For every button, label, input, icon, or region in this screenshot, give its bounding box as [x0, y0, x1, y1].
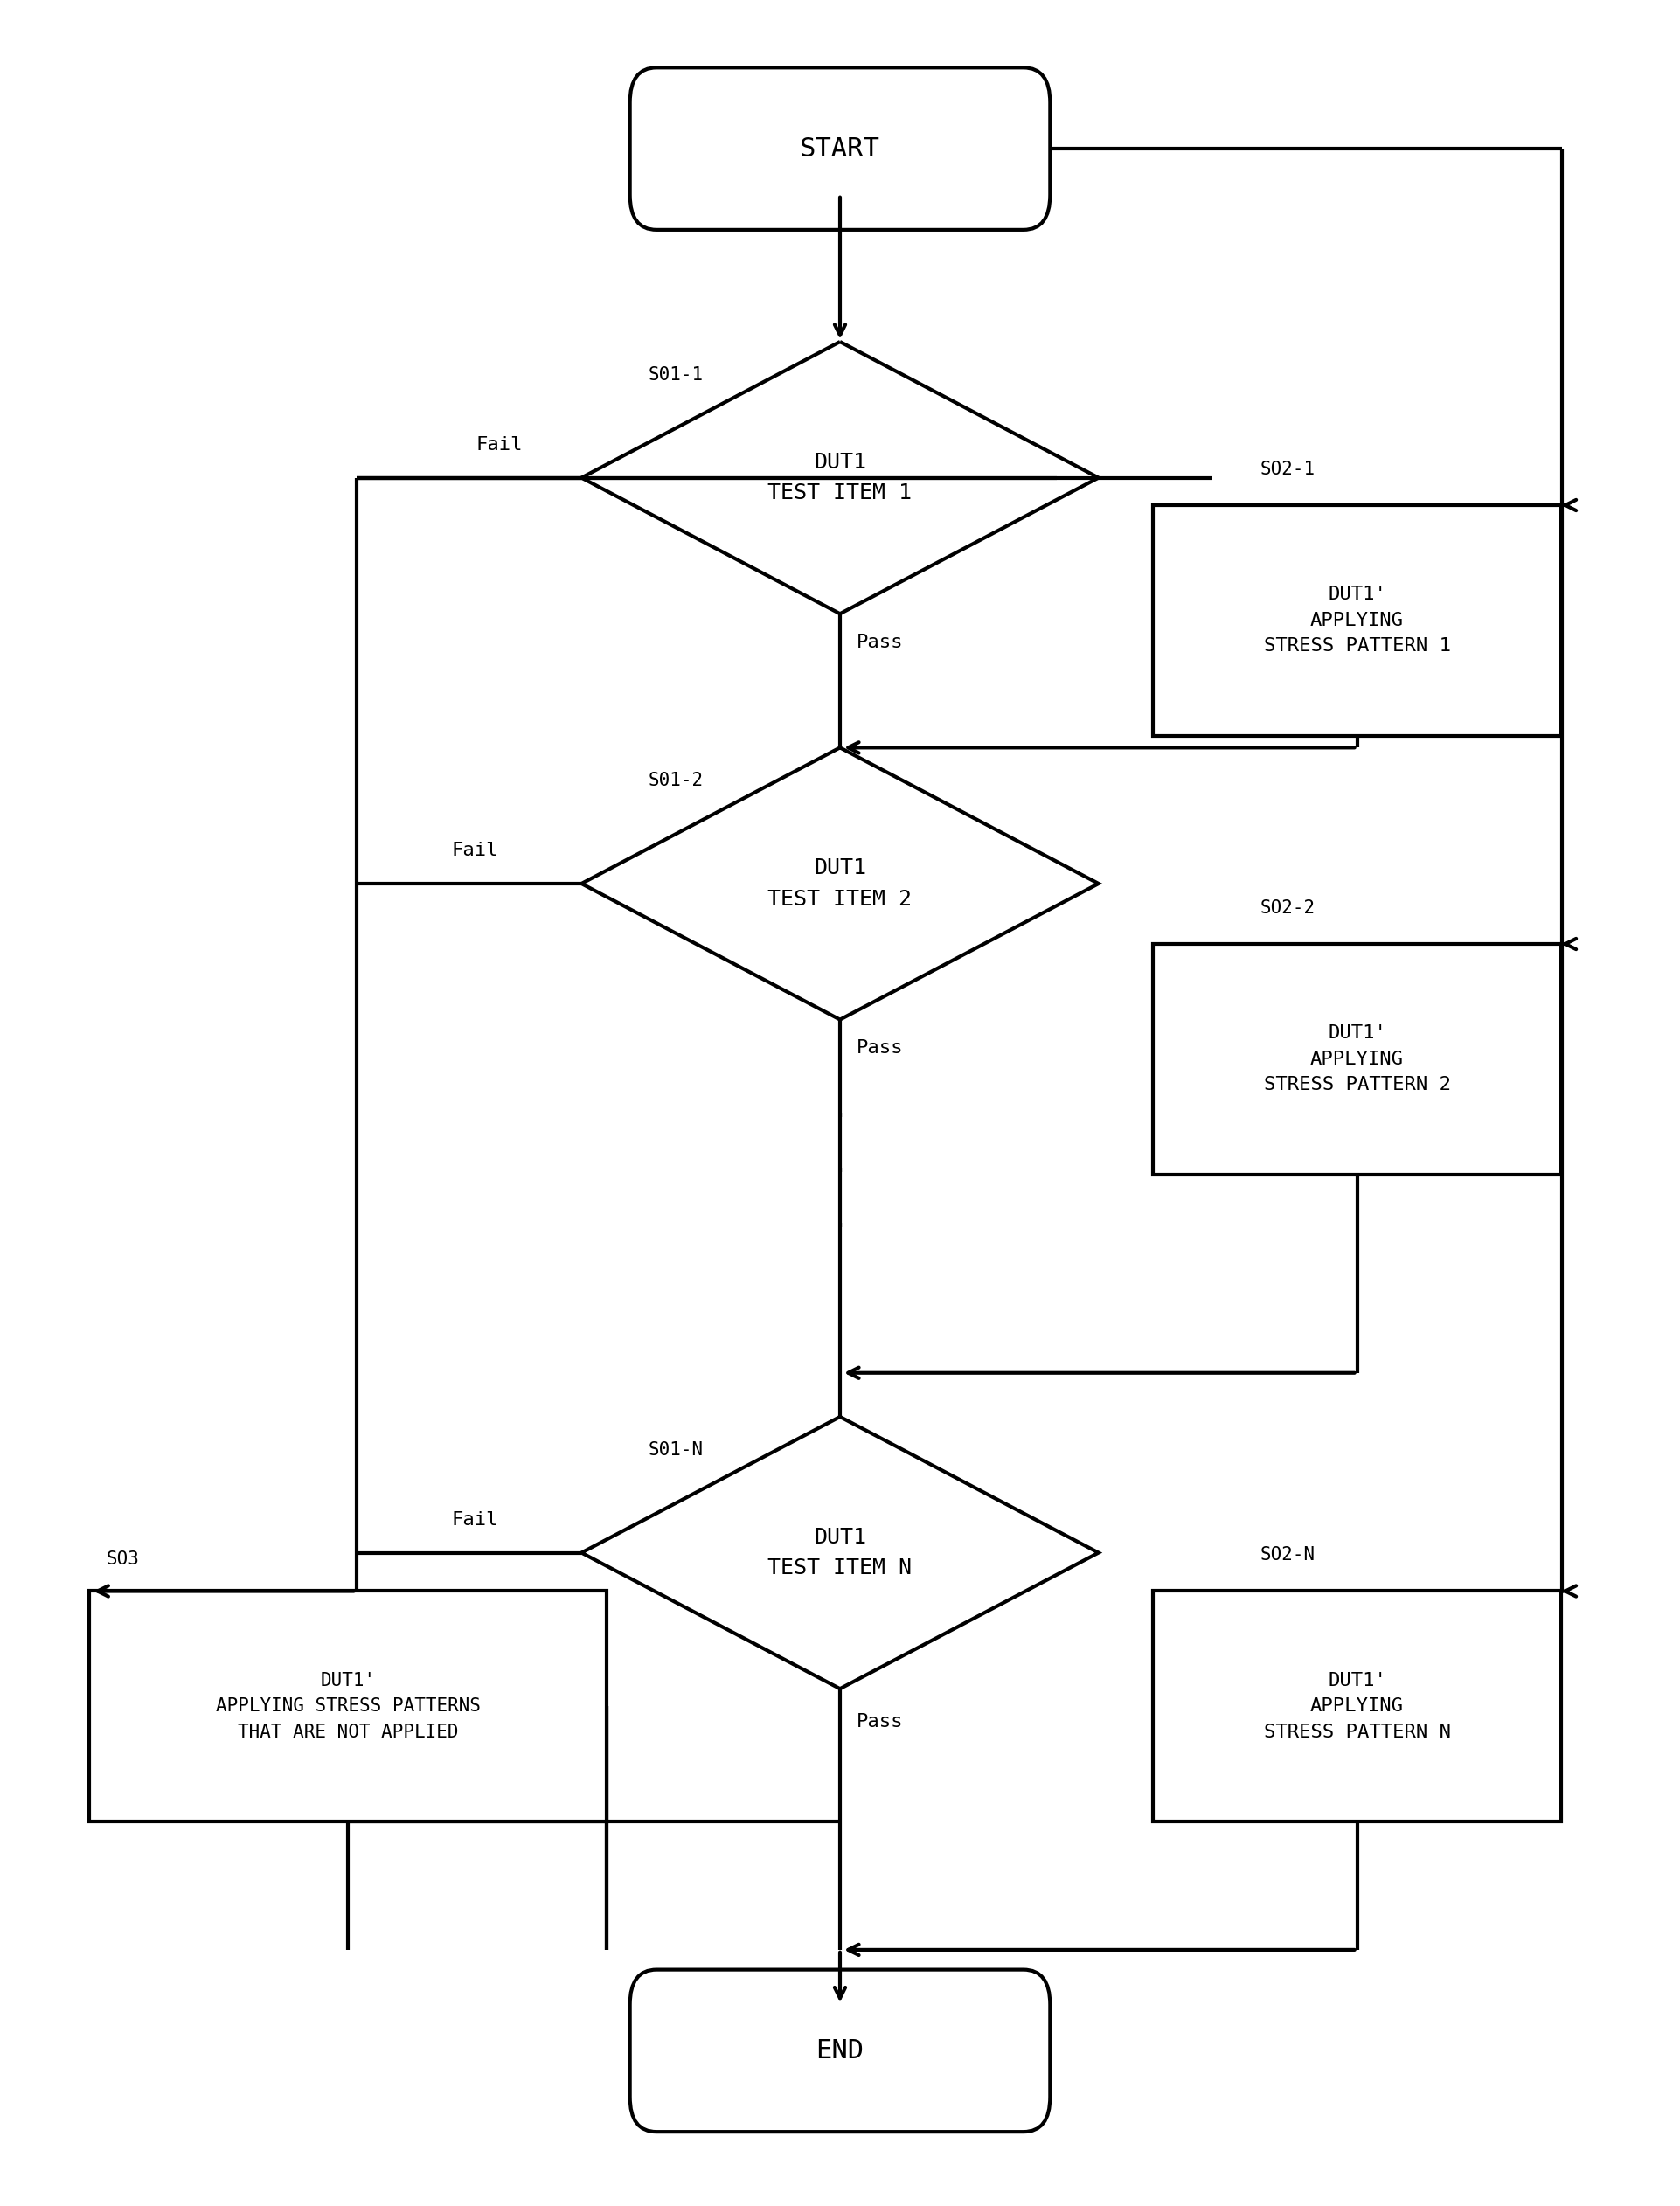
- Text: S01-N: S01-N: [648, 1441, 704, 1458]
- Text: DUT1'
APPLYING
STRESS PATTERN N: DUT1' APPLYING STRESS PATTERN N: [1263, 1672, 1450, 1741]
- Text: Fail: Fail: [452, 843, 497, 860]
- Bar: [89, 1591, 606, 1822]
- Text: START: START: [800, 137, 880, 161]
- Text: .: .: [835, 1145, 845, 1178]
- Text: DUT1
TEST ITEM 1: DUT1 TEST ITEM 1: [768, 452, 912, 503]
- Text: SO3: SO3: [106, 1551, 139, 1568]
- Text: SO2-2: SO2-2: [1260, 900, 1315, 915]
- Text: DUT1'
APPLYING STRESS PATTERNS
THAT ARE NOT APPLIED: DUT1' APPLYING STRESS PATTERNS THAT ARE …: [215, 1672, 480, 1741]
- Text: .: .: [835, 1090, 845, 1125]
- Text: DUT1
TEST ITEM 2: DUT1 TEST ITEM 2: [768, 858, 912, 909]
- Text: S01-1: S01-1: [648, 366, 704, 384]
- Bar: [1152, 1591, 1561, 1822]
- FancyBboxPatch shape: [630, 1970, 1050, 2131]
- Text: Fail: Fail: [452, 1511, 497, 1529]
- Text: Fail: Fail: [477, 437, 522, 454]
- Text: SO2-N: SO2-N: [1260, 1546, 1315, 1564]
- Bar: [1152, 944, 1561, 1174]
- Text: Pass: Pass: [857, 1039, 904, 1057]
- Text: Pass: Pass: [857, 633, 904, 651]
- Text: SO2-1: SO2-1: [1260, 461, 1315, 479]
- Text: DUT1
TEST ITEM N: DUT1 TEST ITEM N: [768, 1527, 912, 1579]
- Bar: [1152, 505, 1561, 735]
- Text: S01-2: S01-2: [648, 772, 704, 790]
- FancyBboxPatch shape: [630, 68, 1050, 229]
- Text: Pass: Pass: [857, 1712, 904, 1730]
- Text: DUT1'
APPLYING
STRESS PATTERN 1: DUT1' APPLYING STRESS PATTERN 1: [1263, 587, 1450, 655]
- Text: .: .: [835, 1200, 845, 1233]
- Text: END: END: [816, 2038, 864, 2063]
- Text: DUT1'
APPLYING
STRESS PATTERN 2: DUT1' APPLYING STRESS PATTERN 2: [1263, 1024, 1450, 1094]
